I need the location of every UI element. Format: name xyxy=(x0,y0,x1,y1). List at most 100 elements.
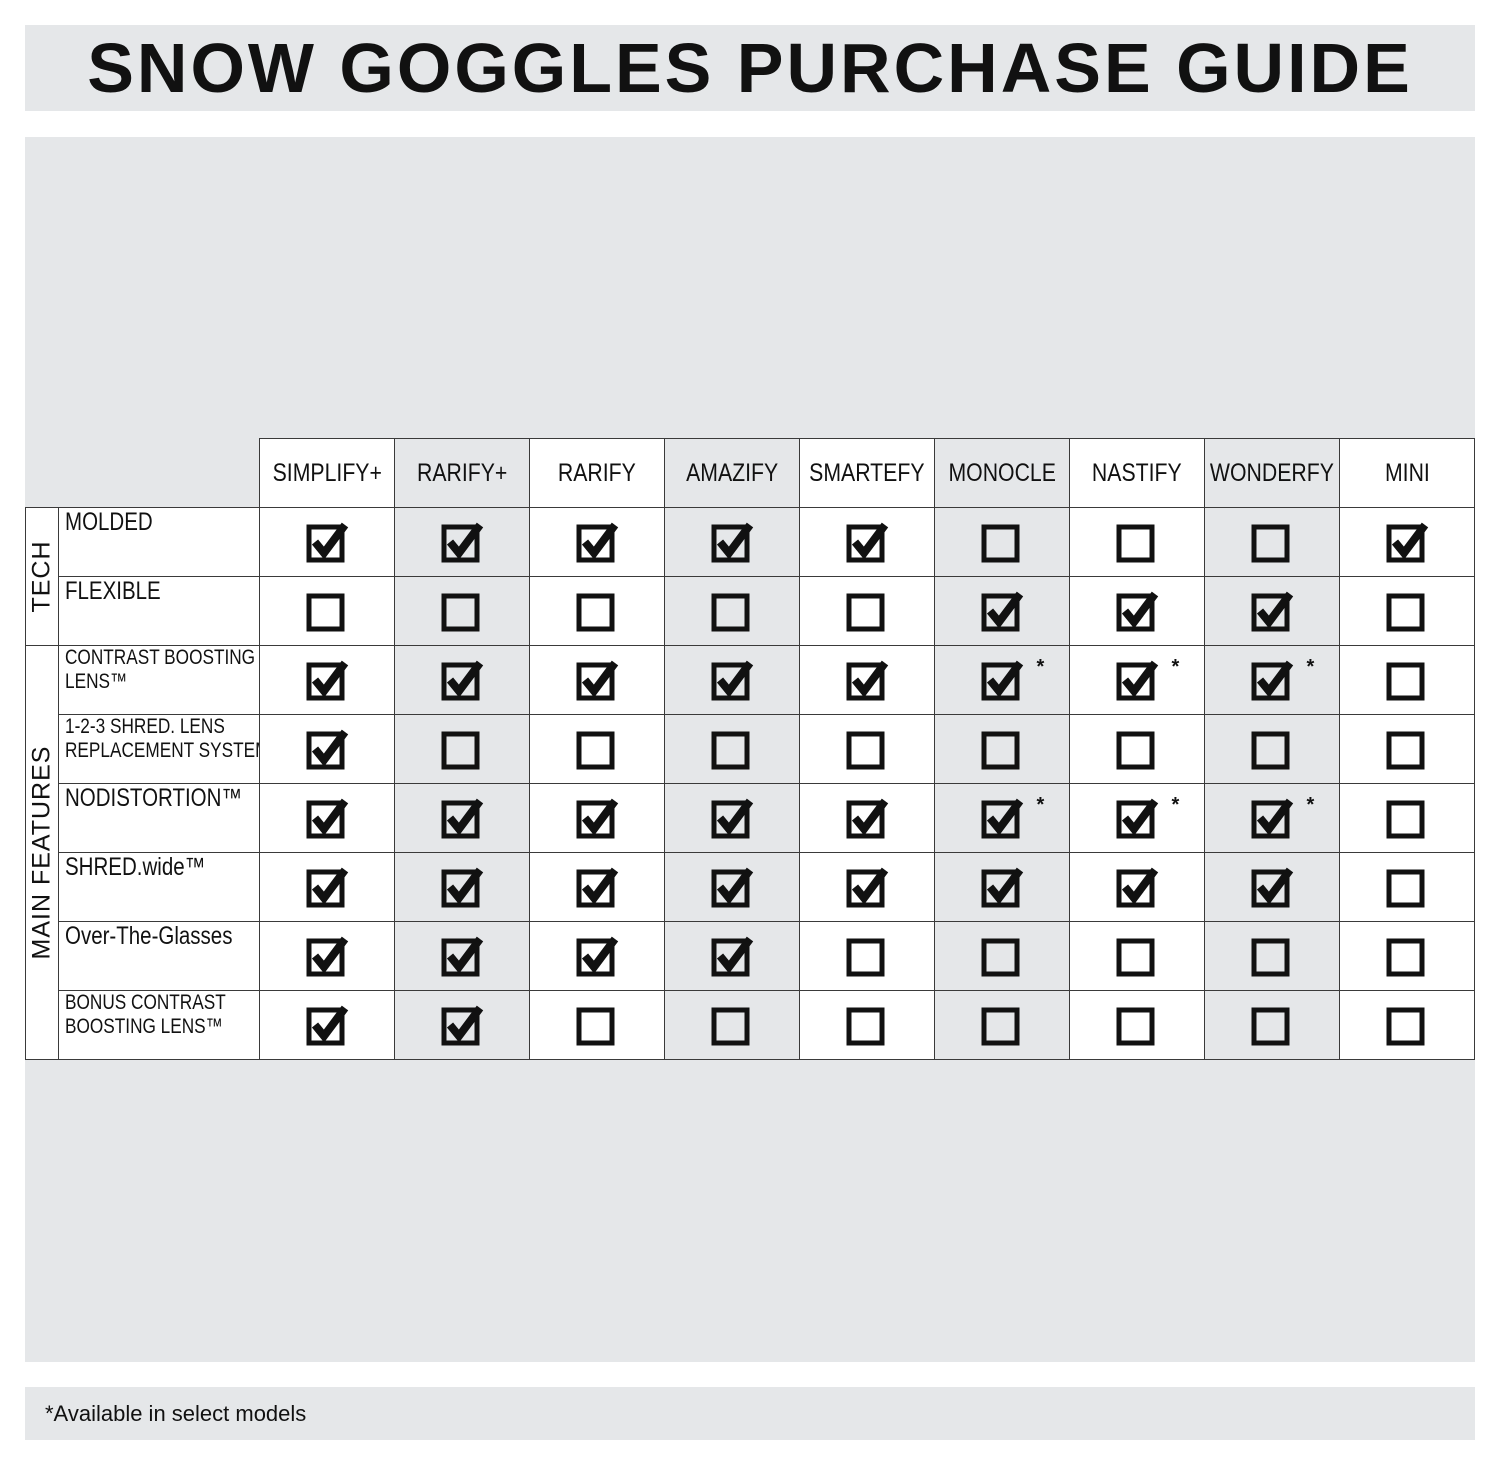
table-cell xyxy=(664,645,800,715)
checkbox-checked xyxy=(846,798,889,839)
feature-label: CONTRAST BOOSTING LENS™ xyxy=(58,645,260,715)
checkbox-empty xyxy=(981,524,1020,563)
feature-line: FLEXIBLE xyxy=(65,577,161,605)
feature-line: LENS™ xyxy=(65,670,128,693)
table-cell xyxy=(529,714,665,784)
checkbox-empty xyxy=(441,593,480,632)
table-cell xyxy=(394,645,530,715)
table-cell xyxy=(394,990,530,1060)
checkbox-empty xyxy=(441,731,480,770)
footnote-mark: * xyxy=(1306,656,1315,678)
feature-label: 1-2-3 SHRED. LENS REPLACEMENT SYSTEM xyxy=(58,714,269,784)
table-cell xyxy=(259,576,395,646)
checkbox-checked xyxy=(846,867,889,908)
table-cell xyxy=(799,645,935,715)
table-cell: * xyxy=(1069,783,1205,853)
table-cell xyxy=(1069,921,1205,991)
table-cell xyxy=(1339,645,1475,715)
checkbox-empty xyxy=(1116,938,1155,977)
column-header: NASTIFY xyxy=(1069,438,1205,508)
checkbox-empty xyxy=(1386,869,1425,908)
table-cell xyxy=(394,783,530,853)
group-text: TECH xyxy=(27,540,56,613)
table-cell xyxy=(259,714,395,784)
table-cell xyxy=(664,576,800,646)
checkbox-checked xyxy=(306,1005,349,1046)
checkbox-checked xyxy=(576,867,619,908)
table-cell: * xyxy=(934,645,1070,715)
table-cell xyxy=(934,714,1070,784)
checkbox-checked xyxy=(441,867,484,908)
table-cell xyxy=(394,852,530,922)
table-cell xyxy=(1339,507,1475,577)
table-cell xyxy=(799,507,935,577)
checkbox-checked xyxy=(981,798,1024,839)
checkbox-checked xyxy=(576,798,619,839)
feature-line: BONUS CONTRAST xyxy=(65,991,226,1014)
table-cell xyxy=(529,921,665,991)
table-cell xyxy=(394,921,530,991)
table-cell xyxy=(1339,921,1475,991)
checkbox-empty xyxy=(981,731,1020,770)
checkbox-checked xyxy=(981,660,1024,701)
checkbox-empty xyxy=(576,593,615,632)
feature-label: NODISTORTION™ xyxy=(58,783,260,853)
checkbox-empty xyxy=(846,593,885,632)
feature-line: BOOSTING LENS™ xyxy=(65,1015,223,1038)
checkbox-empty xyxy=(1116,731,1155,770)
table-cell xyxy=(1204,714,1340,784)
table-cell xyxy=(529,990,665,1060)
column-header: RARIFY xyxy=(529,438,665,508)
checkbox-empty xyxy=(711,593,750,632)
checkbox-checked xyxy=(306,936,349,977)
checkbox-empty xyxy=(1386,1007,1425,1046)
feature-line: 1-2-3 SHRED. LENS xyxy=(65,715,225,738)
checkbox-empty xyxy=(981,1007,1020,1046)
table-cell xyxy=(664,921,800,991)
checkbox-empty xyxy=(711,1007,750,1046)
table-cell xyxy=(799,576,935,646)
feature-line: REPLACEMENT SYSTEM xyxy=(65,739,270,762)
table-cell xyxy=(799,783,935,853)
table-cell xyxy=(799,714,935,784)
table-cell xyxy=(529,645,665,715)
checkbox-checked xyxy=(441,936,484,977)
checkbox-checked xyxy=(306,867,349,908)
checkbox-checked xyxy=(306,660,349,701)
footnote-mark: * xyxy=(1036,794,1045,816)
checkbox-checked xyxy=(711,867,754,908)
feature-line: SHRED.wide™ xyxy=(65,853,206,881)
group-label: MAIN FEATURES xyxy=(25,645,59,1060)
table-cell xyxy=(934,507,1070,577)
footnote-mark: * xyxy=(1171,794,1180,816)
table-cell xyxy=(799,921,935,991)
column-header: RARIFY+ xyxy=(394,438,530,508)
table-cell xyxy=(259,990,395,1060)
table-cell xyxy=(1069,852,1205,922)
checkbox-checked xyxy=(1116,867,1159,908)
group-text: MAIN FEATURES xyxy=(27,745,56,960)
checkbox-empty xyxy=(1251,731,1290,770)
checkbox-checked xyxy=(1251,798,1294,839)
column-label: RARIFY+ xyxy=(416,458,508,487)
checkbox-checked xyxy=(441,1005,484,1046)
table-cell xyxy=(664,990,800,1060)
table-cell xyxy=(1339,990,1475,1060)
table-cell xyxy=(664,714,800,784)
table-cell xyxy=(934,576,1070,646)
table-cell xyxy=(259,507,395,577)
checkbox-checked xyxy=(1251,867,1294,908)
table-cell xyxy=(1069,576,1205,646)
table-cell xyxy=(799,852,935,922)
table-cell xyxy=(529,783,665,853)
checkbox-empty xyxy=(1116,524,1155,563)
checkbox-empty xyxy=(306,593,345,632)
table-cell xyxy=(259,645,395,715)
checkbox-empty xyxy=(1386,938,1425,977)
checkbox-checked xyxy=(1251,591,1294,632)
checkbox-checked xyxy=(711,522,754,563)
checkbox-empty xyxy=(1386,593,1425,632)
table-cell xyxy=(1069,507,1205,577)
checkbox-checked xyxy=(711,936,754,977)
